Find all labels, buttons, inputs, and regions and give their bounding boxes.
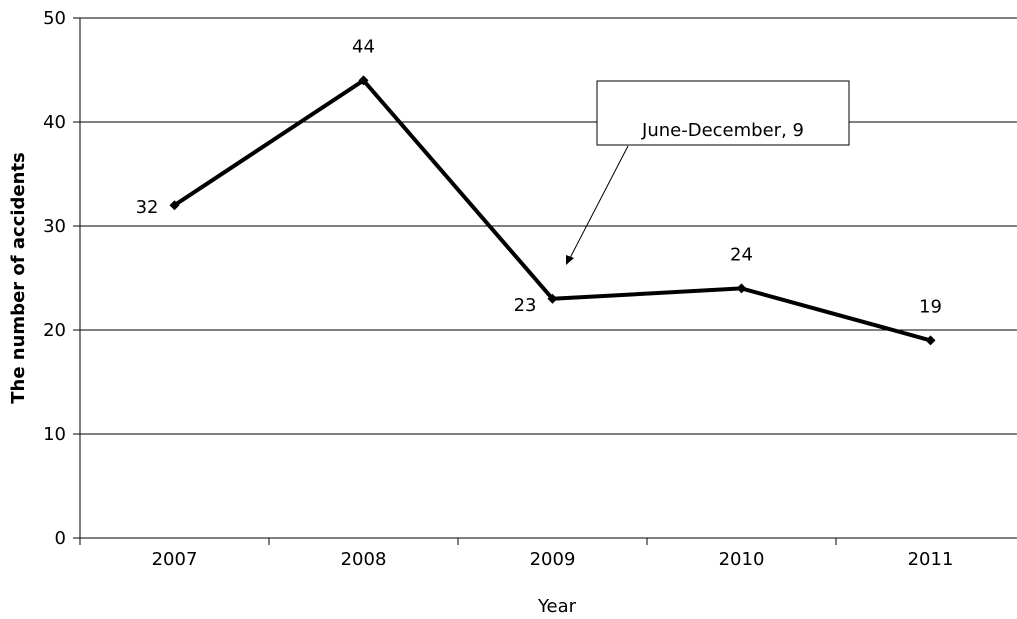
gridlines bbox=[80, 17, 1017, 435]
data-label: 32 bbox=[136, 197, 159, 218]
data-point-marker bbox=[547, 293, 558, 304]
data-point-marker bbox=[925, 335, 936, 346]
y-tick-label: 10 bbox=[43, 424, 66, 445]
annotation-text: June-December, 9 bbox=[641, 120, 804, 141]
x-tick-label: 2011 bbox=[908, 549, 954, 570]
y-tick-label: 30 bbox=[43, 216, 66, 237]
data-label: 24 bbox=[730, 244, 753, 265]
x-tick-label: 2007 bbox=[152, 549, 198, 570]
data-point-marker bbox=[169, 200, 180, 211]
axes bbox=[79, 18, 1017, 545]
annotation-callout: June-December, 9 bbox=[566, 80, 850, 265]
data-labels: 32 44 23 24 19 bbox=[136, 36, 942, 317]
y-axis-ticks: 0 10 20 30 40 50 bbox=[43, 8, 80, 549]
data-label: 19 bbox=[919, 296, 942, 317]
data-label: 44 bbox=[352, 36, 375, 57]
annotation-arrow-line bbox=[569, 145, 629, 259]
data-point-marker bbox=[736, 283, 747, 294]
data-point-marker bbox=[358, 75, 369, 86]
data-label: 23 bbox=[514, 295, 537, 316]
series-layer bbox=[169, 75, 936, 346]
y-tick-label: 40 bbox=[43, 112, 66, 133]
annotation-box bbox=[596, 80, 850, 146]
x-tick-label: 2010 bbox=[719, 549, 765, 570]
annotation-arrowhead bbox=[566, 255, 574, 265]
y-tick-label: 50 bbox=[43, 8, 66, 29]
x-tick-label: 2008 bbox=[341, 549, 387, 570]
y-axis-label: The number of accidents bbox=[8, 152, 29, 404]
y-tick-label: 20 bbox=[43, 320, 66, 341]
x-axis-label: Year bbox=[537, 596, 577, 617]
x-axis-ticks: 2007 2008 2009 2010 2011 bbox=[152, 538, 954, 570]
x-tick-label: 2009 bbox=[530, 549, 576, 570]
y-tick-label: 0 bbox=[55, 528, 66, 549]
